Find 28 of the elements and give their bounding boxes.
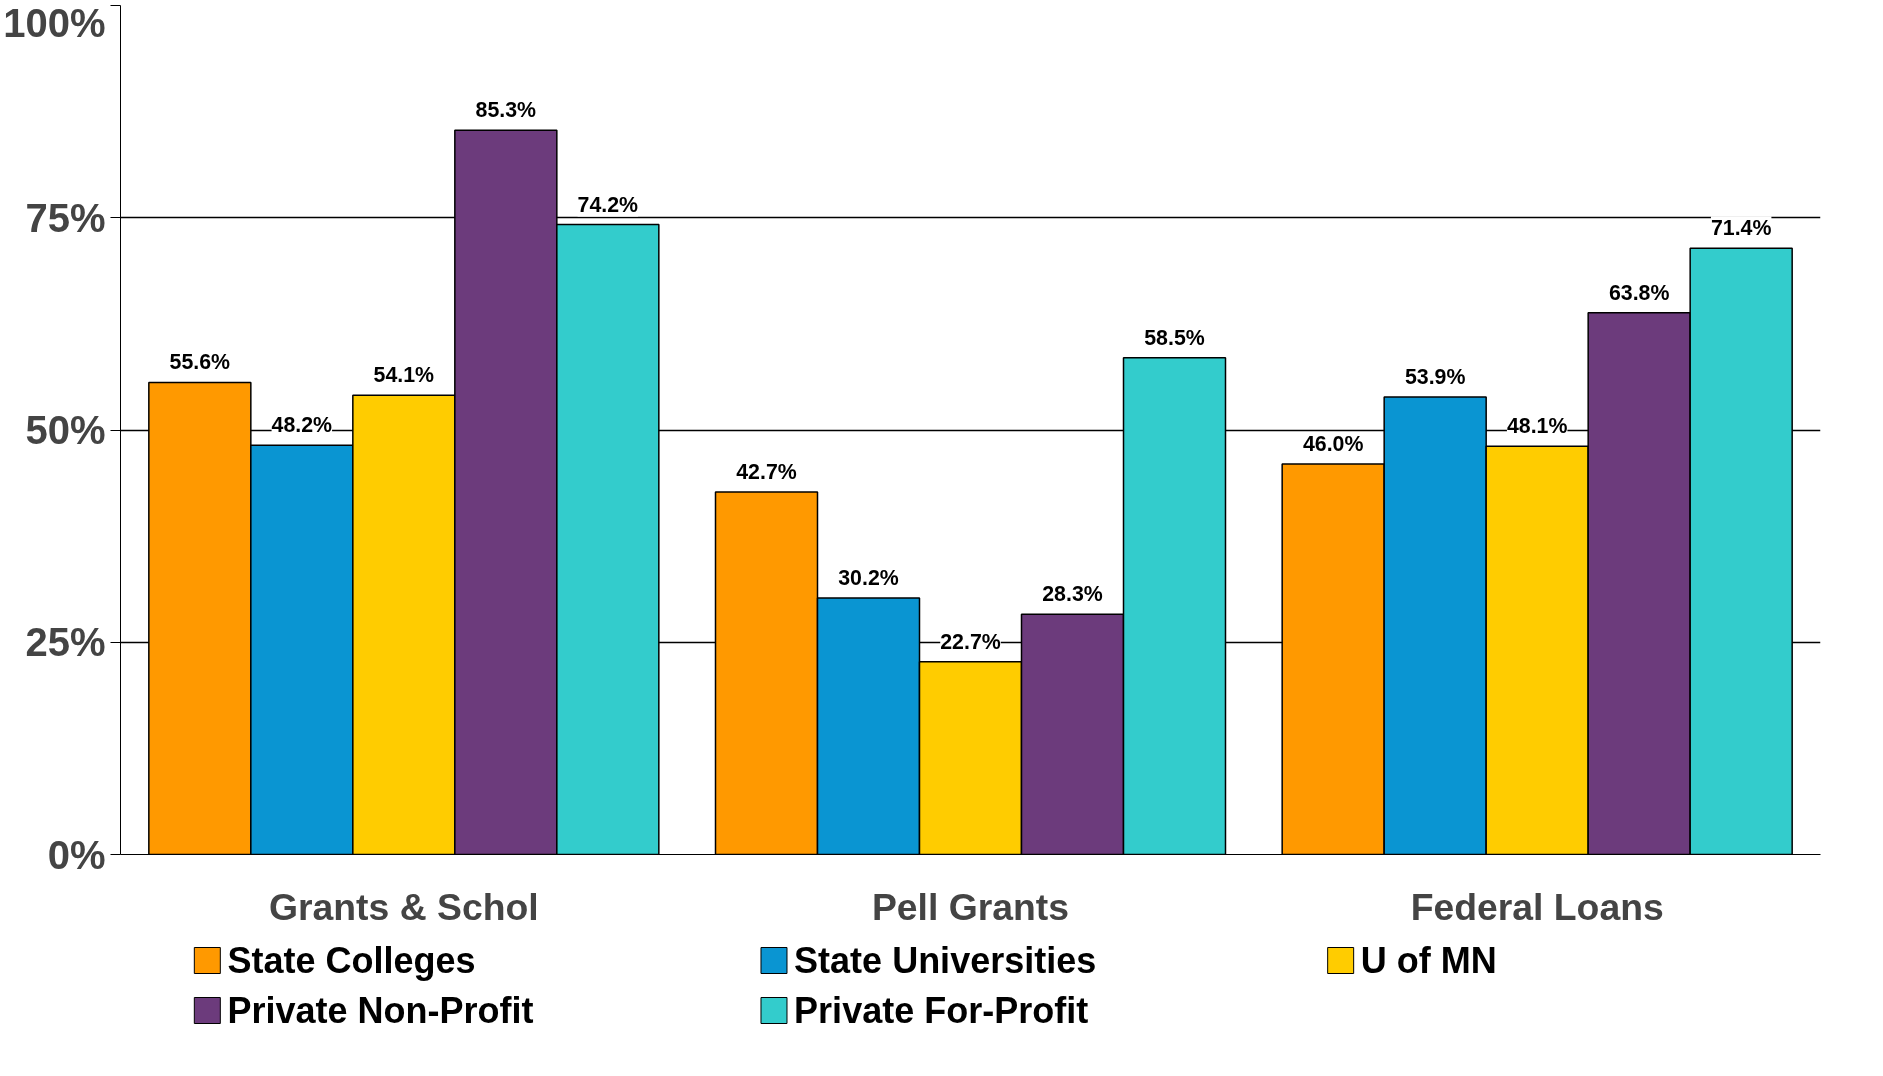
legend-label: State Colleges (227, 940, 476, 981)
y-tick-label: 75% (25, 195, 106, 240)
data-label: 71.4% (1710, 216, 1772, 241)
data-label: 53.9% (1404, 364, 1466, 389)
x-tick-label: Pell Grants (871, 885, 1070, 928)
legend-label: U of MN (1360, 940, 1497, 981)
data-label: 46.0% (1302, 431, 1364, 456)
y-tick-label: 0% (47, 832, 106, 877)
data-label: 63.8% (1608, 280, 1670, 305)
legend-label: State Universities (794, 940, 1097, 981)
data-label: 58.5% (1144, 325, 1205, 350)
data-label: 85.3% (475, 98, 537, 123)
data-label: 42.7% (736, 459, 797, 484)
data-label: 55.6% (169, 350, 231, 375)
y-tick-label: 50% (25, 408, 106, 452)
data-label: 22.7% (940, 629, 1001, 654)
data-label: 54.1% (373, 363, 435, 388)
data-label: 48.1% (1506, 414, 1568, 439)
y-tick-label: 100% (3, 0, 106, 45)
x-tick-label: Grants & Schol (269, 885, 539, 928)
data-label: 48.2% (271, 413, 333, 438)
data-label: 28.3% (1042, 582, 1103, 607)
legend-label: Private For-Profit (794, 990, 1089, 1031)
x-tick-label: Federal Loans (1410, 885, 1664, 928)
legend-label: Private Non-Profit (227, 990, 534, 1031)
data-label: 74.2% (577, 192, 639, 217)
y-tick-label: 25% (25, 620, 106, 665)
data-label: 30.2% (838, 566, 899, 591)
